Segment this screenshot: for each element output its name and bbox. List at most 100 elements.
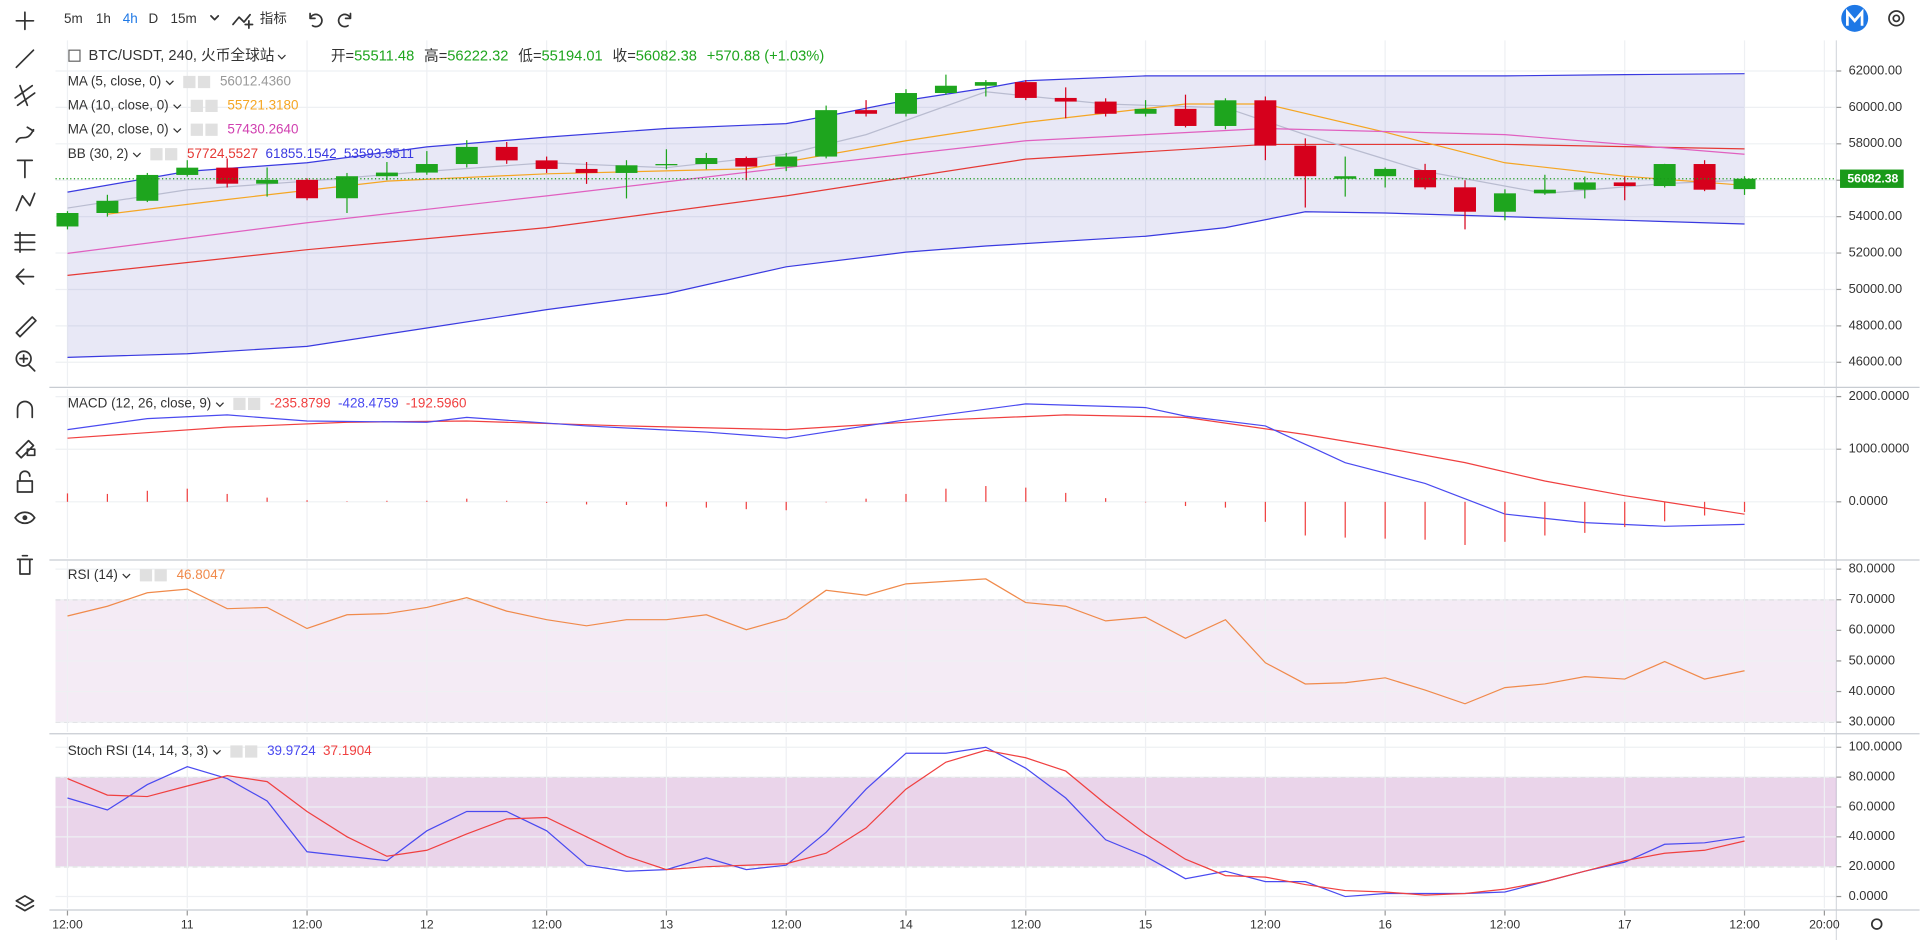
legend-visibility-button[interactable] (190, 99, 203, 112)
y-tick-label: 50.0000 (1849, 652, 1895, 667)
candle-body (1613, 182, 1636, 187)
candle-body (1733, 178, 1756, 190)
band-fill (55, 777, 1837, 867)
redo-button[interactable] (337, 12, 352, 28)
indicator-line (67, 127, 1745, 254)
x-tick-label: 12:00 (1010, 918, 1041, 932)
legend-dropdown[interactable] (212, 749, 222, 755)
undo-button[interactable] (309, 12, 323, 28)
y-tick-label: 40.0000 (1849, 683, 1895, 698)
indicator-line (67, 91, 1745, 209)
interval-button[interactable]: D (149, 11, 159, 26)
legend-remove-button[interactable] (205, 123, 218, 136)
legend-dropdown[interactable] (165, 80, 174, 86)
fib-tool[interactable] (14, 84, 36, 107)
ohlc-label: 收= (613, 47, 636, 64)
layers-tool[interactable] (15, 895, 35, 912)
prediction-tool[interactable] (14, 231, 36, 253)
back-tool[interactable] (15, 268, 35, 285)
zoom-tool[interactable] (15, 350, 32, 367)
visibility-tool[interactable] (14, 511, 36, 525)
legend-value: 53593.9511 (344, 146, 414, 161)
legend-visibility-button[interactable] (139, 569, 153, 582)
lock-drawing-tool[interactable] (15, 439, 36, 459)
legend-remove-button[interactable] (248, 397, 261, 411)
legend-dropdown[interactable] (132, 152, 141, 158)
legend-remove-button[interactable] (205, 99, 218, 112)
legend-dropdown[interactable] (173, 104, 182, 110)
brush-tool[interactable] (15, 126, 35, 143)
magnet-tool[interactable] (16, 400, 34, 419)
delete-tool[interactable] (16, 554, 34, 575)
legend-dropdown[interactable] (173, 128, 182, 134)
candle-body (176, 167, 199, 175)
unlock-tool[interactable] (16, 470, 34, 493)
candle-body (775, 156, 798, 167)
collapse-button[interactable] (68, 49, 81, 62)
legend-visibility-button[interactable] (150, 148, 163, 161)
indicator-line (67, 211, 1745, 359)
candle-body (455, 146, 478, 165)
x-tick-label: 14 (899, 918, 913, 932)
y-tick-label: 30.0000 (1849, 714, 1895, 729)
interval-button[interactable]: 5m (64, 11, 83, 26)
candle-body (56, 212, 79, 227)
y-tick-label: 0.0000 (1849, 888, 1888, 903)
text-tool[interactable] (16, 159, 34, 179)
legend-value: 46.8047 (177, 567, 226, 582)
y-tick-label: 60.0000 (1849, 622, 1895, 637)
x-tick-label: 12:00 (292, 918, 323, 932)
candle-body (655, 164, 678, 166)
settings-button[interactable] (1888, 10, 1905, 27)
candle-body (1054, 97, 1077, 102)
y-tick-label: 46000.00 (1849, 354, 1903, 369)
axis-settings[interactable] (1870, 918, 1883, 930)
indicators-icon[interactable] (232, 13, 254, 30)
y-tick-label: 50000.00 (1849, 281, 1903, 296)
symbol-dropdown (277, 54, 286, 60)
x-tick-label: 12:00 (1729, 918, 1760, 932)
pattern-tool[interactable] (15, 192, 36, 212)
legend-value: -428.4759 (338, 395, 399, 410)
legend-remove-button[interactable] (245, 745, 258, 758)
y-tick-label: 1000.0000 (1849, 441, 1910, 456)
y-tick-label: 80.0000 (1849, 561, 1895, 576)
legend-dropdown[interactable] (215, 402, 224, 408)
trend-line-tool[interactable] (15, 49, 35, 69)
ohlc-value: 55511.48 (354, 48, 414, 64)
candle-body (1214, 100, 1237, 126)
legend-remove-button[interactable] (165, 148, 178, 161)
indicators-button[interactable]: 指标 (260, 11, 287, 26)
ruler-tool[interactable] (15, 316, 37, 338)
x-tick-label: 16 (1378, 918, 1392, 932)
candle-body (1014, 82, 1037, 98)
x-tick-label: 12:00 (52, 918, 83, 932)
y-tick-label: 58000.00 (1849, 135, 1903, 150)
y-tick-label: 54000.00 (1849, 208, 1903, 223)
plot-area: 5m 1h 4h D 15m 指标 46000.00 48000.00 50000.00 5200… (49, 11, 1920, 940)
interval-button[interactable]: 4h (123, 11, 138, 26)
candle-body (415, 164, 438, 173)
crosshair-tool[interactable] (15, 11, 35, 31)
legend-visibility-button[interactable] (230, 745, 243, 758)
legend-remove-button[interactable] (154, 569, 167, 582)
legend-visibility-button[interactable] (183, 75, 196, 89)
legend-title: MACD (12, 26, close, 9) (68, 395, 212, 410)
legend-dropdown[interactable] (122, 573, 131, 579)
interval-dropdown[interactable] (210, 15, 220, 21)
legend-value: 55721.3180 (227, 97, 298, 112)
legend-remove-button[interactable] (197, 75, 211, 89)
ohlc-value: 56082.38 (636, 48, 697, 64)
change-label: +570.88 (+1.03%) (707, 48, 824, 64)
last-price-label: 56082.38 (1847, 172, 1898, 186)
logo[interactable] (1841, 4, 1869, 32)
indicator-line (67, 578, 1745, 705)
legend-visibility-button[interactable] (190, 123, 203, 136)
y-tick-label: 80.0000 (1849, 769, 1895, 784)
interval-button[interactable]: 1h (96, 11, 111, 26)
settings-button-center (1892, 14, 1901, 23)
candle-body (1374, 168, 1397, 177)
interval-button[interactable]: 15m (171, 11, 197, 26)
legend-visibility-button[interactable] (233, 397, 246, 411)
